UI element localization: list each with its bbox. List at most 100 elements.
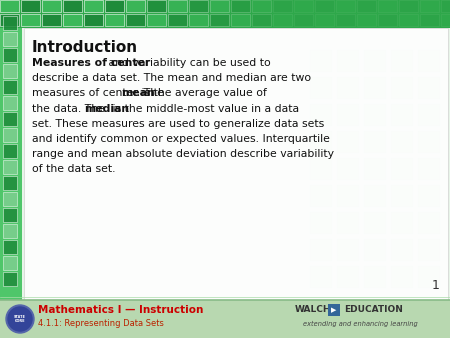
Bar <box>364 77 386 99</box>
Bar <box>391 185 413 207</box>
Bar <box>418 50 440 72</box>
Bar <box>336 14 355 26</box>
Bar <box>3 272 17 286</box>
Bar <box>0 300 450 338</box>
Bar <box>294 14 313 26</box>
Text: median: median <box>84 104 129 114</box>
Text: mean: mean <box>122 89 155 98</box>
Bar <box>189 0 208 12</box>
Text: Introduction: Introduction <box>32 40 138 55</box>
Bar <box>252 0 271 12</box>
Bar <box>310 104 332 126</box>
Bar <box>337 158 359 180</box>
Bar <box>210 0 229 12</box>
Text: ▶: ▶ <box>331 307 337 313</box>
Bar <box>337 104 359 126</box>
Bar <box>126 14 145 26</box>
Text: is the average value of: is the average value of <box>138 89 266 98</box>
Bar <box>147 0 166 12</box>
Bar <box>3 144 17 158</box>
Text: Mathematics I — Instruction: Mathematics I — Instruction <box>38 305 203 315</box>
Bar <box>441 0 450 12</box>
Bar <box>273 0 292 12</box>
Bar <box>3 16 17 30</box>
Bar <box>364 158 386 180</box>
Bar <box>0 28 22 300</box>
Bar <box>337 239 359 261</box>
Text: set. These measures are used to generalize data sets: set. These measures are used to generali… <box>32 119 324 129</box>
Text: of the data set.: of the data set. <box>32 164 116 174</box>
Bar <box>364 104 386 126</box>
Bar <box>3 96 17 110</box>
Text: STATE: STATE <box>14 315 26 319</box>
Bar <box>310 239 332 261</box>
Bar <box>3 32 17 46</box>
Bar <box>168 14 187 26</box>
Bar <box>399 14 418 26</box>
Bar <box>418 212 440 234</box>
Bar <box>42 14 61 26</box>
Bar <box>391 239 413 261</box>
Circle shape <box>8 307 32 331</box>
Bar <box>337 212 359 234</box>
Bar <box>3 64 17 78</box>
Bar <box>391 77 413 99</box>
Bar <box>231 14 250 26</box>
Bar <box>364 131 386 153</box>
Bar <box>105 14 124 26</box>
Bar <box>378 0 397 12</box>
Bar <box>63 0 82 12</box>
Bar <box>337 50 359 72</box>
Bar <box>399 0 418 12</box>
Bar <box>391 158 413 180</box>
Text: describe a data set. The mean and median are two: describe a data set. The mean and median… <box>32 73 311 83</box>
Bar <box>310 266 332 288</box>
Text: the data. The: the data. The <box>32 104 108 114</box>
Bar <box>210 14 229 26</box>
Text: and identify common or expected values. Interquartile: and identify common or expected values. … <box>32 134 330 144</box>
Bar <box>3 256 17 270</box>
Bar <box>3 192 17 206</box>
Bar <box>189 14 208 26</box>
Bar <box>252 14 271 26</box>
Bar <box>420 0 439 12</box>
Bar <box>3 160 17 174</box>
Bar <box>364 50 386 72</box>
Bar <box>105 0 124 12</box>
Bar <box>391 266 413 288</box>
Bar <box>310 50 332 72</box>
Text: 1: 1 <box>432 279 440 292</box>
Text: is the middle-most value in a data: is the middle-most value in a data <box>108 104 299 114</box>
Bar <box>3 128 17 142</box>
Text: 4.1.1: Representing Data Sets: 4.1.1: Representing Data Sets <box>38 319 164 329</box>
Bar <box>357 14 376 26</box>
Bar <box>418 77 440 99</box>
Bar <box>84 14 103 26</box>
Text: Measures of center: Measures of center <box>32 58 150 68</box>
Bar <box>441 14 450 26</box>
Bar <box>21 14 40 26</box>
Text: EDUCATION: EDUCATION <box>344 306 403 314</box>
Bar <box>357 0 376 12</box>
Bar <box>337 131 359 153</box>
Bar <box>231 0 250 12</box>
Bar <box>418 131 440 153</box>
Bar <box>0 0 450 28</box>
Bar <box>310 131 332 153</box>
Bar <box>328 304 340 316</box>
Bar <box>168 0 187 12</box>
Bar <box>391 131 413 153</box>
Bar <box>364 266 386 288</box>
Bar <box>0 0 19 12</box>
Bar <box>3 240 17 254</box>
Bar <box>3 48 17 62</box>
Bar <box>364 239 386 261</box>
Bar <box>418 158 440 180</box>
Bar <box>3 80 17 94</box>
Bar <box>0 14 19 26</box>
Text: range and mean absolute deviation describe variability: range and mean absolute deviation descri… <box>32 149 334 159</box>
Bar <box>84 0 103 12</box>
Text: CORE: CORE <box>15 319 25 323</box>
Bar <box>337 185 359 207</box>
Bar <box>3 112 17 126</box>
